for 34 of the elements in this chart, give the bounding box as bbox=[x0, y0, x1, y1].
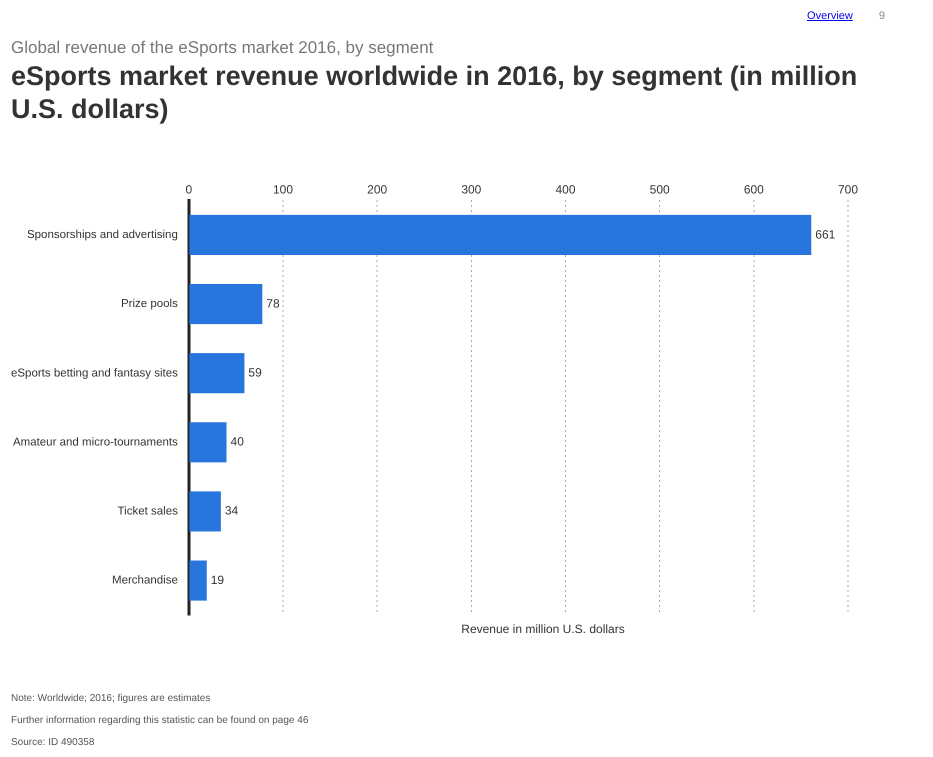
bar bbox=[189, 214, 812, 255]
text: Overview bbox=[807, 10, 853, 22]
data-label: 78 bbox=[266, 296, 280, 310]
x-tick-label: 400 bbox=[555, 182, 576, 197]
y-tick-label: Amateur and micro-tournaments bbox=[12, 436, 178, 448]
chart-subtitle: Global revenue of the eSports market 2016, by segment bbox=[11, 38, 434, 58]
bar bbox=[189, 422, 227, 462]
bar bbox=[189, 560, 207, 601]
bar bbox=[189, 491, 221, 532]
x-tick-label: 500 bbox=[650, 182, 670, 197]
y-tick-label: Prize pools bbox=[120, 298, 178, 310]
x-axis-title: Revenue in million U.S. dollars bbox=[460, 622, 626, 636]
text: Note: Worldwide; 2016; figures are estimates bbox=[11, 692, 212, 706]
x-tick-label: 200 bbox=[367, 182, 388, 197]
data-label: 40 bbox=[230, 434, 244, 449]
y-tick-label: eSports betting and fantasy sites bbox=[10, 367, 178, 380]
x-tick-label: 700 bbox=[838, 182, 858, 197]
data-label: 59 bbox=[248, 366, 262, 380]
chart-title: eSports market revenue worldwide in 2016, by segment (in million U.S. dollars) bbox=[11, 60, 858, 126]
x-tick-label: 300 bbox=[461, 182, 482, 197]
x-tick-label: 600 bbox=[744, 182, 764, 197]
data-label: 34 bbox=[224, 504, 239, 518]
y-tick-label: Merchandise bbox=[112, 574, 178, 587]
y-tick-label: Sponsorships and advertising bbox=[26, 229, 178, 242]
source-note: Source: ID 490358 bbox=[11, 736, 96, 750]
x-tick-label: 0 bbox=[186, 182, 193, 197]
bar bbox=[189, 284, 262, 324]
data-label: 19 bbox=[210, 572, 224, 587]
y-tick-label: Ticket sales bbox=[118, 506, 178, 518]
data-label: 661 bbox=[815, 227, 836, 242]
text: Further information regarding this statistic can be found on page 46 bbox=[11, 714, 308, 728]
x-tick-label: 100 bbox=[273, 182, 294, 197]
bar bbox=[189, 353, 244, 394]
text: 9 bbox=[878, 10, 885, 22]
